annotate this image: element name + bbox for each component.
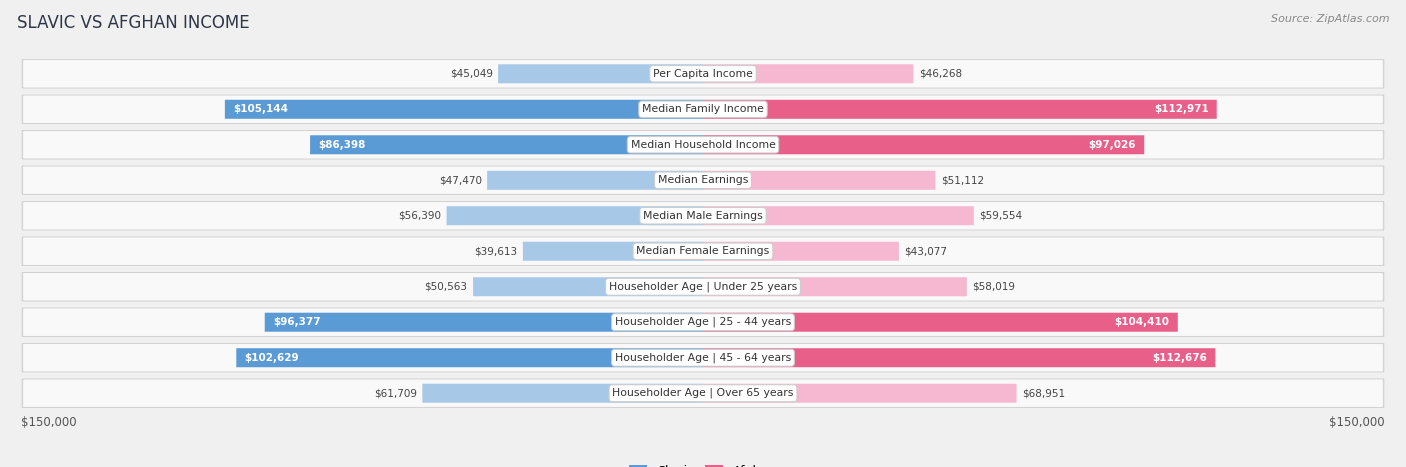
Text: $105,144: $105,144 (233, 104, 288, 114)
FancyBboxPatch shape (24, 344, 1382, 371)
Text: $51,112: $51,112 (941, 175, 984, 185)
FancyBboxPatch shape (22, 202, 1384, 230)
FancyBboxPatch shape (523, 242, 703, 261)
FancyBboxPatch shape (703, 100, 1216, 119)
Text: $68,951: $68,951 (1022, 388, 1066, 398)
FancyBboxPatch shape (24, 309, 1382, 336)
FancyBboxPatch shape (22, 95, 1384, 123)
FancyBboxPatch shape (24, 238, 1382, 265)
Text: Householder Age | Under 25 years: Householder Age | Under 25 years (609, 282, 797, 292)
Text: $58,019: $58,019 (973, 282, 1015, 292)
FancyBboxPatch shape (24, 60, 1382, 87)
Text: Median Household Income: Median Household Income (630, 140, 776, 150)
FancyBboxPatch shape (447, 206, 703, 225)
Text: Householder Age | 25 - 44 years: Householder Age | 25 - 44 years (614, 317, 792, 327)
Text: $97,026: $97,026 (1088, 140, 1136, 150)
FancyBboxPatch shape (703, 64, 914, 83)
Text: $39,613: $39,613 (474, 246, 517, 256)
FancyBboxPatch shape (472, 277, 703, 296)
FancyBboxPatch shape (22, 273, 1384, 301)
Text: Source: ZipAtlas.com: Source: ZipAtlas.com (1271, 14, 1389, 24)
Text: Per Capita Income: Per Capita Income (652, 69, 754, 79)
FancyBboxPatch shape (422, 384, 703, 403)
FancyBboxPatch shape (264, 313, 703, 332)
Text: Median Earnings: Median Earnings (658, 175, 748, 185)
Text: $112,676: $112,676 (1153, 353, 1208, 363)
Text: $46,268: $46,268 (920, 69, 962, 79)
FancyBboxPatch shape (225, 100, 703, 119)
FancyBboxPatch shape (703, 384, 1017, 403)
Text: $112,971: $112,971 (1154, 104, 1209, 114)
FancyBboxPatch shape (24, 273, 1382, 300)
Text: $150,000: $150,000 (1330, 416, 1385, 429)
Text: $50,563: $50,563 (425, 282, 468, 292)
FancyBboxPatch shape (24, 380, 1382, 407)
FancyBboxPatch shape (498, 64, 703, 83)
FancyBboxPatch shape (24, 202, 1382, 229)
Text: SLAVIC VS AFGHAN INCOME: SLAVIC VS AFGHAN INCOME (17, 14, 249, 32)
FancyBboxPatch shape (703, 313, 1178, 332)
FancyBboxPatch shape (486, 171, 703, 190)
FancyBboxPatch shape (703, 242, 898, 261)
FancyBboxPatch shape (22, 237, 1384, 265)
Text: $96,377: $96,377 (273, 317, 321, 327)
FancyBboxPatch shape (22, 166, 1384, 194)
FancyBboxPatch shape (22, 308, 1384, 336)
Text: Median Family Income: Median Family Income (643, 104, 763, 114)
Text: $61,709: $61,709 (374, 388, 418, 398)
Text: $43,077: $43,077 (904, 246, 948, 256)
Text: $45,049: $45,049 (450, 69, 492, 79)
Text: $102,629: $102,629 (245, 353, 299, 363)
FancyBboxPatch shape (22, 131, 1384, 159)
FancyBboxPatch shape (703, 206, 974, 225)
Text: $56,390: $56,390 (398, 211, 441, 221)
Text: $59,554: $59,554 (979, 211, 1022, 221)
FancyBboxPatch shape (703, 277, 967, 296)
Text: Median Female Earnings: Median Female Earnings (637, 246, 769, 256)
FancyBboxPatch shape (22, 60, 1384, 88)
Legend: Slavic, Afghan: Slavic, Afghan (624, 460, 782, 467)
FancyBboxPatch shape (703, 135, 1144, 154)
Text: Householder Age | 45 - 64 years: Householder Age | 45 - 64 years (614, 353, 792, 363)
FancyBboxPatch shape (24, 131, 1382, 158)
Text: $47,470: $47,470 (439, 175, 482, 185)
FancyBboxPatch shape (311, 135, 703, 154)
Text: $104,410: $104,410 (1115, 317, 1170, 327)
Text: Householder Age | Over 65 years: Householder Age | Over 65 years (612, 388, 794, 398)
FancyBboxPatch shape (24, 96, 1382, 123)
FancyBboxPatch shape (703, 348, 1215, 367)
FancyBboxPatch shape (24, 167, 1382, 194)
FancyBboxPatch shape (236, 348, 703, 367)
FancyBboxPatch shape (703, 171, 935, 190)
FancyBboxPatch shape (22, 379, 1384, 407)
FancyBboxPatch shape (22, 344, 1384, 372)
Text: $150,000: $150,000 (21, 416, 76, 429)
Text: $86,398: $86,398 (318, 140, 366, 150)
Text: Median Male Earnings: Median Male Earnings (643, 211, 763, 221)
